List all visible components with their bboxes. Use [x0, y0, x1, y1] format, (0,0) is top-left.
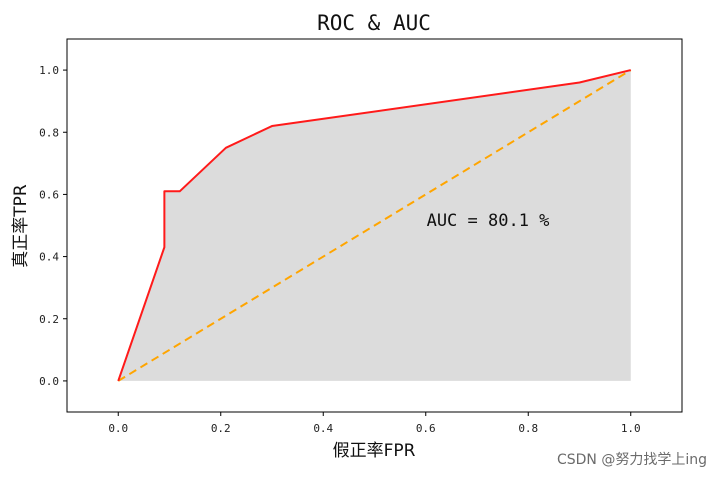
x-tick-label: 0.2: [211, 422, 231, 435]
x-tick-label: 0.8: [518, 422, 538, 435]
x-tick-label: 1.0: [621, 422, 641, 435]
diagonal-reference-line: [117, 69, 632, 382]
axes-frame: [66, 38, 683, 413]
y-tick-label: 1.0: [39, 64, 59, 77]
x-tick-label: 0.0: [108, 422, 128, 435]
x-axis-label: 假正率FPR: [333, 441, 416, 461]
x-axis-ticks: 0.0 0.2 0.4 0.6 0.8 1.0: [108, 412, 641, 435]
x-tick-label: 0.6: [416, 422, 436, 435]
y-tick-label: 0.4: [39, 251, 59, 264]
roc-curve-line: [117, 69, 631, 382]
y-tick-label: 0.6: [39, 188, 59, 201]
y-tick-label: 0.8: [39, 126, 59, 139]
chart-title: ROC & AUC: [317, 11, 431, 35]
y-axis-label: 真正率TPR: [11, 184, 31, 268]
y-tick-label: 0.2: [39, 313, 59, 326]
x-tick-label: 0.4: [313, 422, 333, 435]
y-axis-ticks: 0.0 0.2 0.4 0.6 0.8 1.0: [39, 64, 67, 388]
plot-area: [117, 69, 632, 382]
auc-annotation: AUC = 80.1 %: [427, 211, 550, 231]
y-tick-label: 0.0: [39, 375, 59, 388]
watermark: CSDN @努力找学上ing: [556, 452, 707, 468]
